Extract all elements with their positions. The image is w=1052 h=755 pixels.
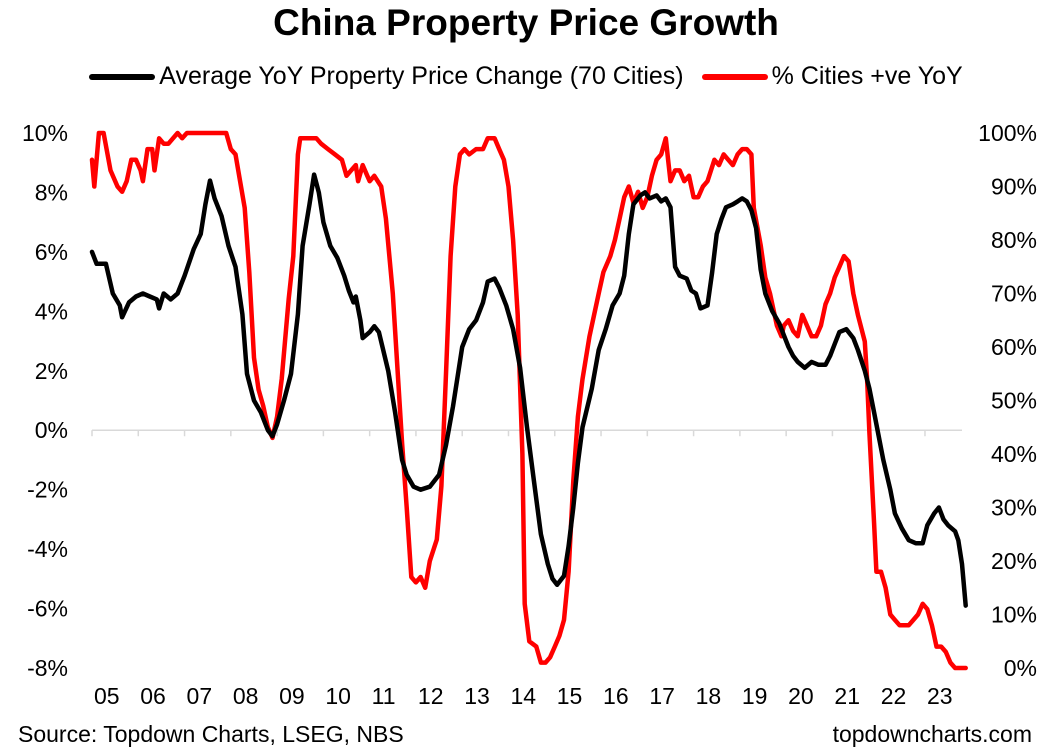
- y-left-tick-label: 10%: [22, 120, 68, 146]
- x-tick-label: 21: [834, 683, 860, 709]
- x-tick-label: 17: [649, 683, 675, 709]
- right-y-axis-labels: 0% 10% 20% 30% 40% 50% 60% 70% 80% 90% 100%: [978, 120, 1037, 681]
- y-left-tick-label: 2%: [35, 358, 68, 384]
- y-right-tick-label: 60%: [991, 334, 1037, 360]
- legend-label-price-change: Average YoY Property Price Change (70 Ci…: [159, 62, 684, 90]
- y-right-tick-label: 90%: [991, 174, 1037, 200]
- y-right-tick-label: 30%: [991, 495, 1037, 521]
- x-tick-label: 09: [279, 683, 305, 709]
- x-tick-label: 05: [94, 683, 120, 709]
- y-right-tick-label: 0%: [1004, 655, 1037, 681]
- x-tick-label: 10: [325, 683, 351, 709]
- left-y-axis-labels: -8% -6% -4% -2% 0% 2% 4% 6% 8% 10%: [22, 120, 68, 681]
- x-tick-label: 08: [233, 683, 259, 709]
- y-right-tick-label: 80%: [991, 227, 1037, 253]
- y-left-tick-label: 8%: [35, 179, 68, 205]
- y-left-tick-label: 6%: [35, 239, 68, 265]
- x-axis-labels: 05 06 07 08 09 10 11 12 13 14 15 16 17 18 19 20 21 22 23: [94, 683, 953, 709]
- y-left-tick-label: 0%: [35, 417, 68, 443]
- y-left-tick-label: -6%: [27, 596, 68, 622]
- legend-item-price-change: Average YoY Property Price Change (70 Ci…: [89, 62, 684, 91]
- x-tick-label: 13: [464, 683, 490, 709]
- series-line-cities-positive: [89, 130, 968, 671]
- x-axis-ticks: [91, 430, 926, 437]
- x-tick-label: 07: [187, 683, 213, 709]
- x-tick-label: 16: [603, 683, 629, 709]
- y-left-tick-label: 4%: [35, 298, 68, 324]
- source-note: Source: Topdown Charts, LSEG, NBS: [18, 721, 404, 747]
- x-tick-label: 23: [927, 683, 953, 709]
- y-left-tick-label: -2%: [27, 477, 68, 503]
- y-right-tick-label: 40%: [991, 441, 1037, 467]
- y-right-tick-label: 50%: [991, 388, 1037, 414]
- y-right-tick-label: 10%: [991, 602, 1037, 628]
- x-tick-label: 19: [742, 683, 768, 709]
- y-right-tick-label: 20%: [991, 548, 1037, 574]
- x-tick-label: 15: [557, 683, 583, 709]
- brand-watermark: topdowncharts.com: [832, 721, 1032, 747]
- x-tick-label: 18: [696, 683, 722, 709]
- x-tick-label: 14: [510, 683, 536, 709]
- x-tick-label: 12: [418, 683, 444, 709]
- y-left-tick-label: -4%: [27, 536, 68, 562]
- series-line-price-change: [89, 172, 968, 608]
- legend-swatch-red: [701, 73, 768, 80]
- legend-swatch-black: [89, 73, 156, 80]
- legend-item-cities-positive: % Cities +ve YoY: [701, 62, 963, 91]
- series-lines: [89, 130, 968, 671]
- x-tick-label: 06: [140, 683, 166, 709]
- chart-title: China Property Price Growth: [273, 2, 779, 43]
- y-right-tick-label: 100%: [978, 120, 1037, 146]
- legend-label-cities-positive: % Cities +ve YoY: [771, 62, 963, 90]
- x-tick-label: 11: [372, 683, 396, 709]
- y-left-tick-label: -8%: [27, 655, 68, 681]
- y-right-tick-label: 70%: [991, 281, 1037, 307]
- legend: Average YoY Property Price Change (70 Ci…: [0, 62, 1052, 91]
- x-tick-label: 20: [788, 683, 814, 709]
- x-tick-label: 22: [881, 683, 907, 709]
